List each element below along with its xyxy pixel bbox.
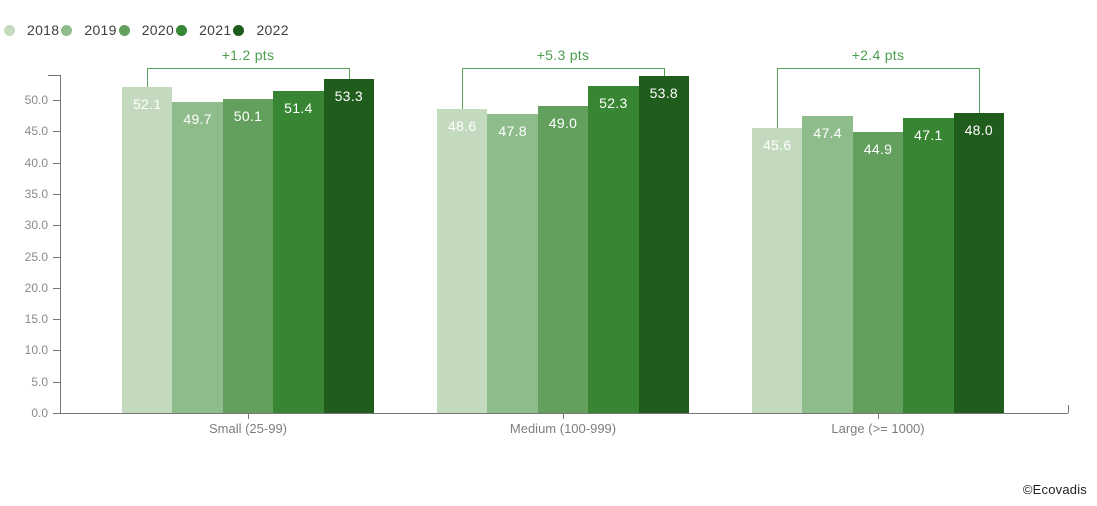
y-axis bbox=[60, 75, 61, 413]
legend-item-2021[interactable]: 2021 bbox=[176, 22, 231, 38]
annotation-label: +5.3 pts bbox=[536, 47, 590, 63]
bar bbox=[437, 108, 488, 413]
y-tick-label: 40.0 bbox=[24, 155, 48, 170]
y-tick-label: 0.0 bbox=[31, 406, 48, 420]
category-tick bbox=[248, 413, 249, 419]
legend-item-label: 2020 bbox=[141, 22, 175, 38]
category-tick bbox=[878, 413, 879, 419]
y-tick-label: 50.0 bbox=[24, 93, 48, 107]
bar-value-label: 50.1 bbox=[233, 108, 263, 125]
legend-marker-icon bbox=[233, 24, 245, 36]
bar-value-label: 52.3 bbox=[599, 94, 628, 111]
category-tick bbox=[563, 413, 564, 419]
bar bbox=[487, 113, 538, 413]
bar bbox=[537, 106, 589, 413]
y-tick-label: 45.0 bbox=[24, 124, 48, 139]
bar bbox=[588, 85, 639, 413]
annotation-label: +2.4 pts bbox=[851, 47, 905, 63]
category-label: Large (>= 1000) bbox=[831, 421, 925, 436]
bar bbox=[122, 86, 173, 413]
legend-item-label: 2021 bbox=[199, 22, 232, 38]
x-axis bbox=[60, 413, 1068, 414]
y-tick bbox=[53, 350, 60, 352]
y-tick-label: 30.0 bbox=[24, 218, 48, 233]
legend-marker-icon bbox=[118, 24, 130, 36]
legend-item-2020[interactable]: 2020 bbox=[118, 22, 175, 38]
bar bbox=[752, 127, 803, 413]
bar bbox=[222, 99, 274, 413]
bar bbox=[323, 79, 374, 413]
x-axis-end-cap bbox=[1068, 405, 1069, 413]
y-tick bbox=[53, 100, 60, 101]
legend-item-2018[interactable]: 2018 bbox=[4, 22, 59, 38]
y-tick bbox=[53, 381, 60, 383]
legend-item-2019[interactable]: 2019 bbox=[61, 22, 116, 38]
y-tick bbox=[53, 287, 60, 289]
y-tick bbox=[53, 193, 60, 195]
bar-value-label: 47.4 bbox=[813, 125, 842, 142]
bar-value-label: 49.0 bbox=[548, 115, 578, 132]
y-tick bbox=[53, 319, 60, 321]
bar-value-label: 53.3 bbox=[334, 88, 364, 105]
y-tick bbox=[53, 162, 60, 164]
bar-value-label: 48.0 bbox=[964, 121, 994, 138]
bar-value-label: 49.7 bbox=[183, 110, 212, 127]
bar bbox=[273, 91, 324, 413]
annotation-bracket-right-leg bbox=[348, 68, 350, 80]
annotation-bracket-right-leg bbox=[978, 68, 980, 113]
y-tick bbox=[53, 131, 60, 133]
y-tick-label: 10.0 bbox=[24, 343, 48, 358]
bar-value-label: 53.8 bbox=[649, 85, 679, 102]
annotation-bracket bbox=[462, 68, 664, 69]
annotation-label: +1.2 pts bbox=[221, 47, 275, 63]
legend-marker-icon bbox=[4, 24, 15, 36]
category-label: Small (25-99) bbox=[208, 421, 288, 436]
category-label: Medium (100-999) bbox=[509, 421, 617, 436]
y-tick bbox=[53, 256, 60, 258]
annotation-bracket-left-leg bbox=[777, 68, 779, 128]
y-tick bbox=[53, 225, 60, 227]
y-tick-label: 15.0 bbox=[24, 312, 48, 327]
annotation-bracket-left-leg bbox=[147, 68, 149, 87]
bar bbox=[638, 76, 689, 413]
legend-item-label: 2022 bbox=[256, 22, 289, 38]
y-tick-label: 35.0 bbox=[24, 186, 48, 201]
bar bbox=[903, 118, 954, 413]
y-tick bbox=[53, 413, 60, 414]
bar bbox=[852, 131, 904, 413]
y-axis-top-cap bbox=[48, 75, 60, 76]
bar-value-label: 47.8 bbox=[498, 122, 527, 139]
annotation-bracket bbox=[147, 68, 349, 69]
bar-value-label: 45.6 bbox=[762, 136, 792, 153]
legend-item-label: 2019 bbox=[84, 22, 117, 38]
copyright-credit: ©Ecovadis bbox=[1022, 482, 1087, 497]
bar-value-label: 48.6 bbox=[447, 117, 477, 134]
bar-value-label: 52.1 bbox=[132, 95, 162, 112]
y-tick-label: 25.0 bbox=[24, 249, 48, 264]
bar-value-label: 44.9 bbox=[863, 140, 893, 157]
annotation-bracket-right-leg bbox=[663, 68, 665, 77]
bar-value-label: 47.1 bbox=[914, 127, 943, 144]
y-tick-label: 5.0 bbox=[31, 374, 48, 389]
legend: 2018 2019 2020 2021 2022 bbox=[4, 22, 291, 38]
legend-item-label: 2018 bbox=[27, 22, 60, 38]
legend-marker-icon bbox=[61, 24, 73, 36]
annotation-bracket-left-leg bbox=[462, 68, 464, 109]
annotation-bracket bbox=[777, 68, 979, 69]
bar bbox=[802, 116, 853, 413]
legend-marker-icon bbox=[176, 24, 188, 36]
bar bbox=[172, 101, 223, 413]
bar bbox=[953, 112, 1004, 413]
legend-item-2022[interactable]: 2022 bbox=[233, 22, 288, 38]
y-tick-label: 20.0 bbox=[24, 280, 48, 295]
bar-value-label: 51.4 bbox=[284, 100, 313, 117]
